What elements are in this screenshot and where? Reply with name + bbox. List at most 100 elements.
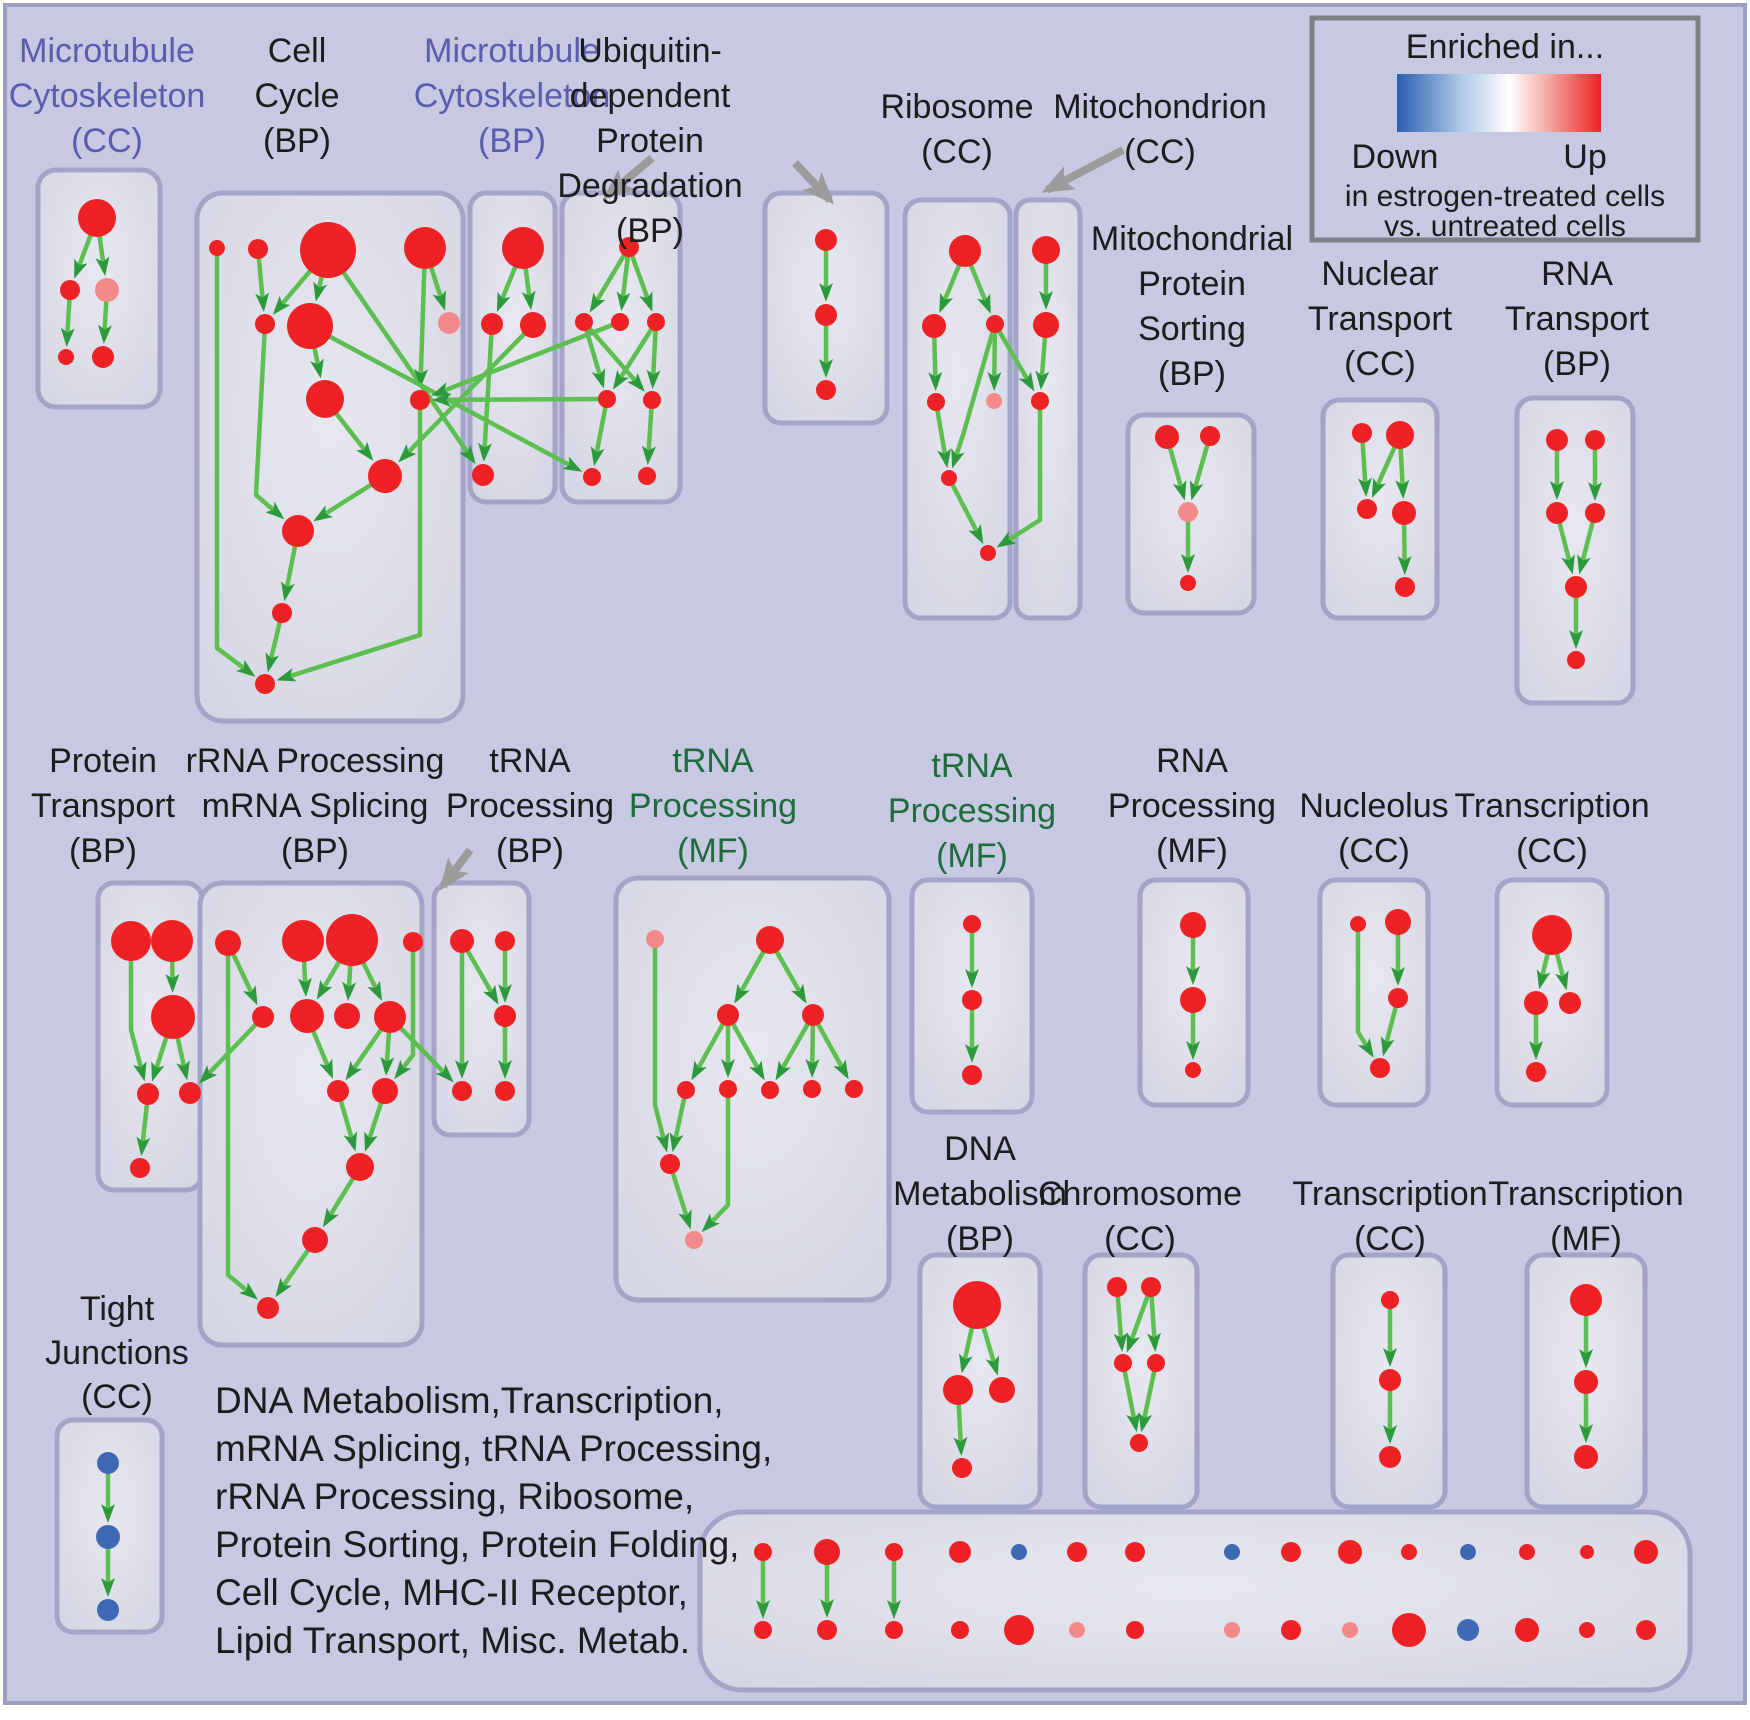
relation-arrow bbox=[987, 323, 1002, 392]
go-term-node bbox=[92, 346, 114, 368]
go-term-node bbox=[646, 930, 664, 948]
cluster-box-rna-transport-bp bbox=[1514, 395, 1636, 706]
go-term-node bbox=[1338, 1540, 1362, 1564]
go-term-node bbox=[450, 929, 474, 953]
relation-arrow bbox=[477, 323, 495, 463]
legend-subtitle-1: in estrogen-treated cells bbox=[1345, 180, 1665, 213]
relation-arrow bbox=[1147, 1286, 1162, 1353]
go-term-node bbox=[677, 1081, 695, 1099]
mitochondrion-label: Mitochondrion bbox=[1053, 88, 1267, 126]
go-term-node bbox=[495, 931, 515, 951]
go-term-node bbox=[290, 999, 324, 1033]
go-term-node bbox=[130, 1158, 150, 1178]
go-term-node bbox=[1155, 425, 1179, 449]
trna-bp-label: tRNA bbox=[489, 742, 571, 780]
go-term-node bbox=[951, 1621, 969, 1639]
relation-arrow bbox=[691, 1013, 730, 1081]
go-term-node bbox=[1004, 1615, 1034, 1645]
mito-protein-sorting-label: Sorting bbox=[1138, 310, 1246, 348]
go-term-node bbox=[986, 393, 1002, 409]
relation-arrow bbox=[431, 392, 608, 407]
go-term-node bbox=[326, 914, 378, 966]
go-term-node bbox=[949, 235, 981, 267]
relation-arrow bbox=[996, 401, 1043, 548]
go-term-node bbox=[282, 515, 314, 547]
go-term-node bbox=[1580, 1545, 1594, 1559]
trna-mf-label-1: tRNA bbox=[672, 742, 754, 780]
microtubule-bp-label: Cytoskeleton bbox=[414, 77, 611, 115]
chromosome-label: (CC) bbox=[1104, 1220, 1176, 1258]
go-term-node bbox=[1392, 501, 1416, 525]
relation-arrow bbox=[626, 246, 653, 312]
go-term-node bbox=[334, 1003, 360, 1029]
relation-arrow bbox=[612, 320, 658, 390]
mito-protein-sorting-label: (BP) bbox=[1158, 355, 1226, 393]
relation-arrow bbox=[701, 1089, 731, 1233]
go-term-node bbox=[1579, 1622, 1595, 1638]
microtubule-bp-label: (BP) bbox=[478, 122, 546, 160]
relation-arrow bbox=[811, 1013, 849, 1080]
go-term-node bbox=[1381, 1291, 1399, 1309]
go-term-node bbox=[1357, 499, 1377, 519]
relation-arrow bbox=[1120, 1362, 1140, 1433]
go-term-node bbox=[1141, 1277, 1161, 1297]
go-term-node bbox=[95, 278, 119, 302]
go-term-node bbox=[754, 1543, 772, 1561]
relation-arrow bbox=[581, 321, 606, 389]
go-term-node bbox=[803, 1080, 821, 1098]
rna-processing-label: RNA bbox=[1156, 742, 1228, 780]
go-term-node bbox=[287, 303, 333, 349]
relation-arrow bbox=[947, 476, 984, 545]
go-term-node bbox=[1033, 312, 1059, 338]
relation-arrow bbox=[394, 942, 416, 1080]
go-term-node bbox=[943, 1375, 973, 1405]
relation-arrow bbox=[669, 1089, 689, 1153]
go-term-node bbox=[403, 932, 423, 952]
go-term-node bbox=[1370, 1058, 1390, 1078]
go-term-node bbox=[438, 312, 460, 334]
mito-protein-sorting-label: Mitochondrial bbox=[1091, 220, 1293, 258]
ribosome-label: Ribosome bbox=[880, 88, 1033, 126]
go-term-node bbox=[1392, 1613, 1426, 1647]
protein-transport-label: Transport bbox=[31, 787, 176, 825]
go-term-node bbox=[306, 380, 344, 418]
go-term-node bbox=[1147, 1354, 1165, 1372]
go-term-node bbox=[252, 1006, 274, 1028]
go-term-node bbox=[980, 545, 996, 561]
go-term-node bbox=[815, 304, 837, 326]
rna-processing-label: Processing bbox=[1108, 787, 1276, 825]
rrna-mrna-label: mRNA Splicing bbox=[202, 787, 429, 825]
trna-mf-label-2: (MF) bbox=[936, 837, 1008, 875]
cluster-box-dna-metabolism-bp bbox=[917, 1252, 1043, 1510]
go-term-node bbox=[817, 1620, 837, 1640]
go-term-node bbox=[885, 1543, 903, 1561]
trna-bp-label: (BP) bbox=[496, 832, 564, 870]
go-term-node bbox=[1281, 1542, 1301, 1562]
go-term-node bbox=[346, 1153, 374, 1181]
go-term-node bbox=[756, 926, 784, 954]
relation-arrow bbox=[1189, 435, 1213, 501]
go-term-node bbox=[717, 1004, 739, 1026]
relation-arrow bbox=[1355, 924, 1374, 1058]
go-term-node bbox=[97, 1599, 119, 1621]
go-term-node bbox=[372, 1078, 398, 1104]
go-term-node bbox=[282, 920, 324, 962]
relation-arrow bbox=[1113, 1286, 1128, 1353]
trna-mf-label-1: Processing bbox=[629, 787, 797, 825]
tight-junctions-label: Junctions bbox=[45, 1334, 189, 1372]
go-term-node bbox=[1180, 912, 1206, 938]
mixed-terms-text: mRNA Splicing, tRNA Processing, bbox=[215, 1428, 772, 1469]
mixed-terms-text: Protein Sorting, Protein Folding, bbox=[215, 1524, 739, 1565]
go-term-node bbox=[660, 1154, 680, 1174]
cluster-box-trna-processing-mf-1 bbox=[613, 875, 892, 1303]
go-term-node bbox=[927, 393, 945, 411]
dna-metabolism-label: Metabolism bbox=[893, 1175, 1067, 1213]
cluster-box-nuclear-transport-cc bbox=[1320, 397, 1440, 621]
protein-transport-label: (BP) bbox=[69, 832, 137, 870]
go-term-node bbox=[1519, 1544, 1535, 1560]
go-term-node bbox=[815, 229, 837, 251]
go-term-node bbox=[248, 239, 268, 259]
go-term-node bbox=[719, 1080, 737, 1098]
relation-arrow bbox=[276, 400, 423, 682]
cluster-box-mixed-terms bbox=[697, 1509, 1693, 1693]
